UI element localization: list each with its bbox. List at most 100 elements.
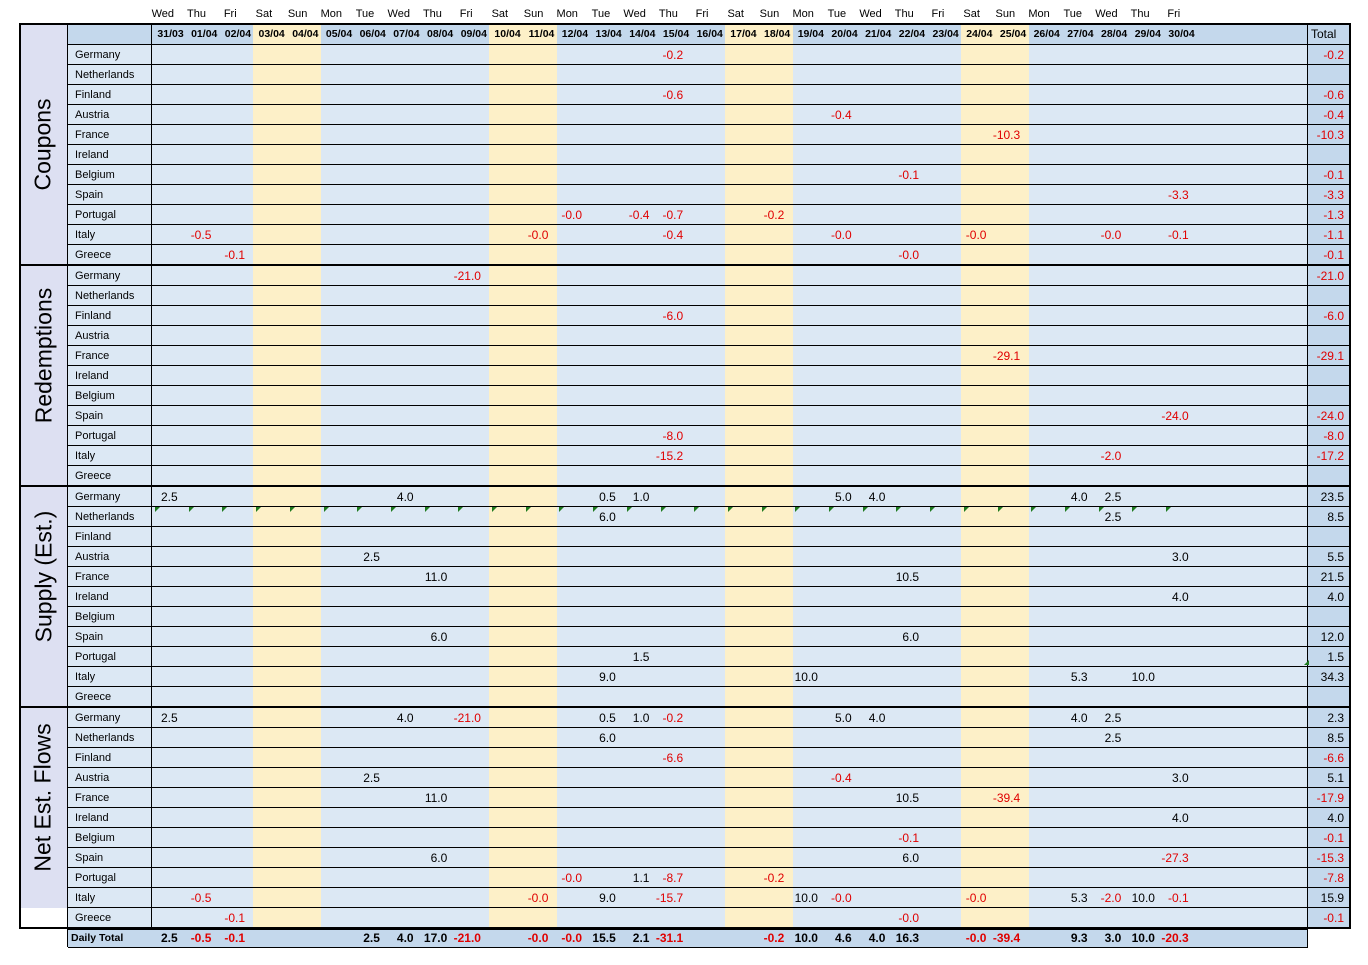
row-divider	[68, 787, 1350, 788]
day-name: Sun	[759, 8, 780, 20]
section-label-fill	[20, 24, 67, 265]
comment-flag	[963, 507, 969, 512]
date-header: 01/04	[191, 28, 218, 40]
date-header: 17/04	[730, 28, 757, 40]
data-cell: -10.3	[992, 128, 1021, 142]
data-cell: 4.0	[1070, 711, 1088, 725]
country-label: Austria	[75, 330, 110, 342]
day-name: Sat	[491, 8, 509, 20]
data-cell: -0.5	[190, 228, 212, 242]
country-label: Portugal	[75, 209, 116, 221]
day-name: Wed	[151, 8, 175, 20]
data-cell: -0.0	[561, 871, 583, 885]
comment-flag	[862, 507, 868, 512]
weekend-header-fill	[994, 24, 1029, 44]
date-header: 14/04	[629, 28, 656, 40]
data-cell: -0.0	[527, 891, 549, 905]
country-label: Greece	[75, 691, 112, 703]
label-border	[67, 24, 68, 947]
data-cell: -0.0	[527, 228, 549, 242]
data-cell: -0.2	[763, 208, 785, 222]
country-label: France	[75, 571, 110, 583]
country-label: Greece	[75, 912, 112, 924]
country-label: Ireland	[75, 591, 109, 603]
data-cell: -21.0	[453, 269, 481, 283]
right-border	[1349, 23, 1351, 929]
data-cell: 5.0	[835, 490, 852, 504]
day-name: Sat	[963, 8, 980, 20]
data-cell: 2.5	[1104, 490, 1122, 504]
section-border	[20, 264, 1350, 266]
row-total: -24.0	[1316, 409, 1344, 423]
header-bottom-border	[68, 44, 1350, 45]
data-cell: 6.0	[902, 851, 920, 865]
row-total: 4.0	[1327, 811, 1344, 825]
date-header: 28/04	[1101, 28, 1128, 40]
row-divider	[68, 224, 1350, 225]
day-name: Wed	[859, 8, 882, 20]
data-cell: -0.4	[831, 108, 852, 122]
daily-total-cell: 4.0	[396, 931, 414, 945]
comment-flag	[660, 507, 666, 512]
daily-total-cell: -39.4	[992, 931, 1021, 945]
comment-flag	[390, 507, 396, 512]
day-name: Wed	[623, 8, 646, 20]
comment-flag	[593, 507, 599, 512]
data-cell: -0.0	[965, 228, 987, 242]
section-border	[20, 485, 1350, 487]
data-cell: -8.0	[662, 429, 684, 443]
day-name: Tue	[355, 8, 375, 20]
data-cell: -0.1	[898, 831, 920, 845]
daily-total-cell: -0.0	[561, 931, 583, 945]
date-header: 27/04	[1067, 28, 1094, 40]
data-cell: 11.0	[424, 791, 448, 805]
comment-flag	[323, 507, 329, 512]
country-label: Germany	[75, 491, 121, 503]
country-label: Spain	[75, 189, 104, 201]
daily-total-bottom	[68, 947, 1308, 948]
comment-flag	[761, 507, 767, 512]
country-label: Netherlands	[75, 69, 135, 81]
row-divider	[68, 204, 1350, 205]
row-divider	[68, 747, 1350, 748]
row-total: -21.0	[1316, 269, 1344, 283]
row-total: 4.0	[1327, 590, 1344, 604]
data-cell: 9.0	[599, 891, 616, 905]
country-label: Belgium	[75, 611, 115, 623]
country-label: Germany	[75, 270, 121, 282]
data-cell: 4.0	[868, 711, 886, 725]
day-name: Sun	[995, 8, 1016, 20]
row-total: 2.3	[1327, 711, 1344, 725]
country-label: Finland	[75, 531, 112, 543]
data-cell: -0.4	[628, 208, 650, 222]
section-label-text: Coupons	[30, 98, 57, 191]
country-label: Italy	[75, 892, 96, 904]
row-total: -6.6	[1323, 751, 1344, 765]
comment-flag	[357, 507, 363, 512]
country-label: Finland	[75, 752, 112, 764]
data-cell: 2.5	[161, 490, 178, 504]
date-header: 31/03	[157, 28, 184, 40]
row-divider	[68, 887, 1350, 888]
row-total: 34.3	[1320, 670, 1344, 684]
daily-total-cell: -0.0	[527, 931, 549, 945]
data-cell: -0.2	[763, 871, 785, 885]
day-name: Tue	[591, 8, 611, 20]
section-label-text: Supply (Est.)	[30, 510, 56, 643]
comment-flag	[626, 507, 632, 512]
section-label-fill	[20, 245, 67, 466]
data-cell: 2.5	[363, 550, 380, 564]
country-label: France	[75, 792, 110, 804]
data-cell: -0.0	[898, 248, 920, 262]
date-header: 21/04	[865, 28, 892, 40]
data-cell: -8.7	[662, 871, 684, 885]
day-name: Thu	[894, 8, 914, 20]
day-name: Sat	[255, 8, 273, 20]
date-header: 10/04	[494, 28, 521, 40]
daily-total-cell: 3.0	[1104, 931, 1122, 945]
daily-total-fill	[68, 929, 1308, 947]
total-header: Total	[1311, 27, 1337, 41]
daily-total-cell: -0.1	[224, 931, 246, 945]
row-divider	[68, 325, 1350, 326]
data-cell: 1.5	[632, 650, 650, 664]
